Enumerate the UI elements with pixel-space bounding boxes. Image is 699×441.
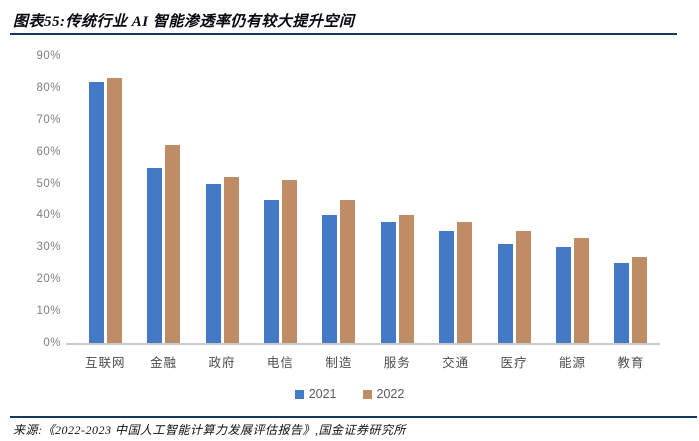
bar-2021 (147, 167, 163, 343)
bar-2022 (398, 215, 414, 343)
bar-2022 (340, 199, 356, 343)
bar-group-7 (426, 56, 484, 343)
y-tick-label: 10% (36, 305, 61, 318)
bar-2022 (106, 78, 122, 343)
bar-group-3 (193, 56, 251, 343)
x-category-label: 服务 (383, 356, 411, 370)
bar-group-5 (310, 56, 368, 343)
x-category-label: 金融 (150, 356, 178, 370)
bar-group-1 (76, 56, 134, 343)
bar-2021 (439, 231, 455, 343)
title-divider (10, 33, 677, 35)
bar-2021 (614, 263, 630, 343)
y-tick-label: 70% (36, 113, 61, 126)
bar-2022 (573, 237, 589, 343)
bar-2022 (457, 221, 473, 343)
chart-title: 图表55:传统行业 AI 智能渗透率仍有较大提升空间 (13, 14, 355, 30)
legend-label: 2022 (376, 387, 405, 401)
bar-2021 (263, 199, 279, 343)
plot-area (66, 56, 660, 345)
bar-group-10 (602, 56, 660, 343)
footer-divider (10, 416, 697, 418)
chart-legend: 2021 2022 (0, 387, 699, 401)
x-category-label: 医疗 (500, 356, 528, 370)
y-tick-label: 0% (43, 337, 61, 349)
bar-2021 (322, 215, 338, 343)
legend-swatch-icon (362, 389, 372, 399)
y-tick-label: 80% (36, 81, 61, 94)
legend-label: 2021 (308, 387, 337, 401)
bar-group-9 (543, 56, 601, 343)
bar-2022 (223, 177, 239, 343)
bar-2022 (632, 256, 648, 343)
legend-swatch-icon (294, 389, 304, 399)
y-tick-label: 50% (36, 177, 61, 190)
y-tick-label: 30% (36, 241, 61, 254)
x-category-label: 教育 (617, 356, 645, 370)
y-tick-label: 90% (36, 50, 61, 62)
y-tick-label: 60% (36, 145, 61, 158)
x-category-label: 互联网 (84, 356, 126, 370)
x-category-label: 电信 (266, 356, 294, 370)
bar-2021 (88, 81, 104, 343)
bar-group-4 (251, 56, 309, 343)
y-tick-label: 20% (36, 273, 61, 286)
bar-2022 (165, 145, 181, 343)
bar-2021 (205, 183, 221, 343)
x-axis-labels: 互联网 金融 政府 电信 制造 服务 交通 医疗 能源 教育 (66, 352, 660, 371)
bar-2022 (281, 180, 297, 343)
source-note: 来源:《2022-2023 中国人工智能计算力发展评估报告》,国金证券研究所 (13, 423, 406, 437)
bar-group-2 (134, 56, 192, 343)
x-category-label: 交通 (442, 356, 470, 370)
bar-2021 (555, 247, 571, 343)
bar-group-6 (368, 56, 426, 343)
legend-item-2021: 2021 (294, 387, 337, 401)
x-category-label: 政府 (208, 356, 236, 370)
x-category-label: 制造 (325, 356, 353, 370)
y-tick-label: 40% (36, 209, 61, 222)
x-category-label: 能源 (558, 356, 586, 370)
bar-2022 (515, 231, 531, 343)
bar-group-8 (485, 56, 543, 343)
y-axis: 90% 80% 70% 60% 50% 40% 30% 20% 10% 0% (28, 50, 66, 349)
bar-2021 (497, 244, 513, 343)
legend-item-2022: 2022 (362, 387, 405, 401)
bar-chart: 90% 80% 70% 60% 50% 40% 30% 20% 10% 0% 互联网 金融 政府 电信 制… (28, 50, 660, 371)
bar-2021 (380, 221, 396, 343)
